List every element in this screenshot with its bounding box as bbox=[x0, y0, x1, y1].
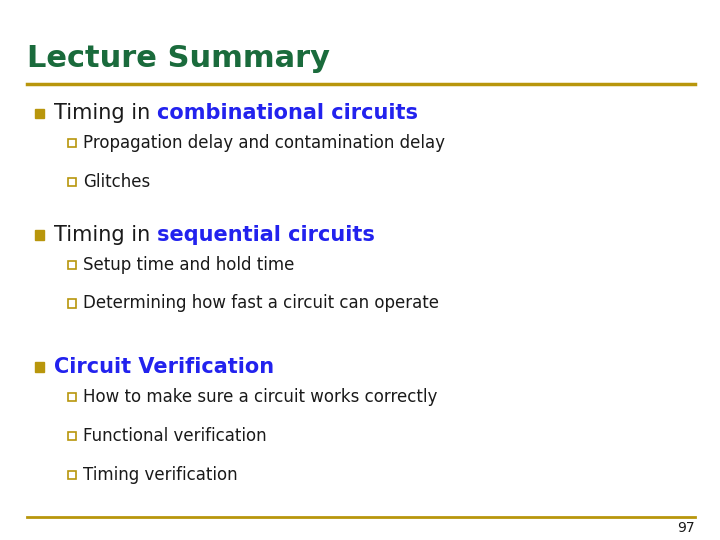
Text: Lecture Summary: Lecture Summary bbox=[27, 44, 330, 73]
FancyBboxPatch shape bbox=[68, 300, 76, 308]
Text: Determining how fast a circuit can operate: Determining how fast a circuit can opera… bbox=[83, 294, 438, 313]
FancyBboxPatch shape bbox=[68, 432, 76, 440]
FancyBboxPatch shape bbox=[68, 139, 76, 147]
Text: Timing in: Timing in bbox=[54, 225, 157, 245]
FancyBboxPatch shape bbox=[68, 470, 76, 478]
Text: Glitches: Glitches bbox=[83, 173, 150, 191]
FancyBboxPatch shape bbox=[68, 393, 76, 401]
Text: combinational circuits: combinational circuits bbox=[157, 103, 418, 124]
FancyBboxPatch shape bbox=[35, 109, 44, 118]
Text: Circuit Verification: Circuit Verification bbox=[54, 357, 274, 377]
Text: Timing in: Timing in bbox=[54, 103, 157, 124]
FancyBboxPatch shape bbox=[35, 230, 44, 240]
Text: Propagation delay and contamination delay: Propagation delay and contamination dela… bbox=[83, 134, 445, 152]
FancyBboxPatch shape bbox=[35, 362, 44, 372]
Text: Setup time and hold time: Setup time and hold time bbox=[83, 255, 294, 274]
FancyBboxPatch shape bbox=[68, 178, 76, 186]
Text: sequential circuits: sequential circuits bbox=[157, 225, 374, 245]
FancyBboxPatch shape bbox=[68, 261, 76, 269]
Text: How to make sure a circuit works correctly: How to make sure a circuit works correct… bbox=[83, 388, 437, 406]
Text: 97: 97 bbox=[678, 521, 695, 535]
Text: Timing verification: Timing verification bbox=[83, 465, 238, 484]
Text: Functional verification: Functional verification bbox=[83, 427, 266, 445]
